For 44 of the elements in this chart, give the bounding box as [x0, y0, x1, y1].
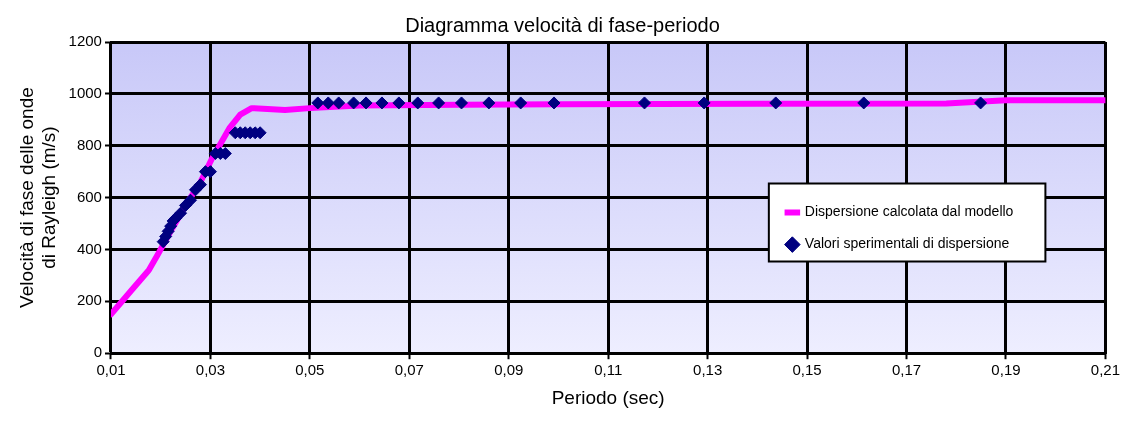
y-tick-label: 1000: [68, 84, 102, 102]
x-tick-label: 0,17: [891, 361, 922, 379]
x-tick-label: 0,09: [494, 361, 524, 379]
x-tick-label: 0,03: [195, 361, 226, 379]
point: [193, 178, 207, 192]
x-tick-label: 0,01: [96, 361, 126, 379]
x-tick-label: 0,13: [693, 361, 723, 379]
y-axis-title: Velocità di fase delle onde di Rayleigh (m/s): [15, 87, 60, 308]
point: [697, 96, 711, 110]
point: [974, 96, 988, 110]
point: [311, 96, 325, 110]
point: [547, 96, 561, 110]
x-tick-label: 0,15: [792, 361, 822, 379]
point: [184, 193, 198, 207]
point: [455, 96, 469, 110]
point: [769, 96, 783, 110]
point: [332, 96, 346, 110]
legend-label: Dispersione calcolata dal modello: [804, 203, 1014, 220]
x-tick-label: 0,05: [295, 361, 325, 379]
y-tick-label: 1200: [68, 32, 102, 50]
x-axis-title: Periodo (sec): [551, 386, 665, 408]
point: [482, 96, 496, 110]
x-tick-label: 0,07: [394, 361, 424, 379]
y-tick-label: 0: [93, 343, 102, 361]
y-tick-label: 800: [76, 135, 102, 153]
y-tick-label: 400: [76, 239, 102, 257]
x-tick-label: 0,19: [991, 361, 1021, 379]
legend-label: Valori sperimentali di dispersione: [804, 235, 1010, 252]
point: [321, 96, 335, 110]
point: [432, 96, 446, 110]
point: [637, 96, 651, 110]
point: [411, 96, 425, 110]
point: [375, 96, 389, 110]
x-tick-label: 0,21: [1090, 361, 1120, 379]
y-tick-label: 200: [76, 291, 102, 309]
chart-title: Diagramma velocità di fase-periodo: [405, 13, 720, 36]
point: [857, 96, 871, 110]
point: [359, 96, 373, 110]
point: [392, 96, 406, 110]
point: [514, 96, 528, 110]
x-tick-label: 0,11: [594, 361, 623, 379]
y-tick-label: 600: [76, 187, 102, 205]
point: [174, 206, 188, 220]
point: [347, 96, 361, 110]
